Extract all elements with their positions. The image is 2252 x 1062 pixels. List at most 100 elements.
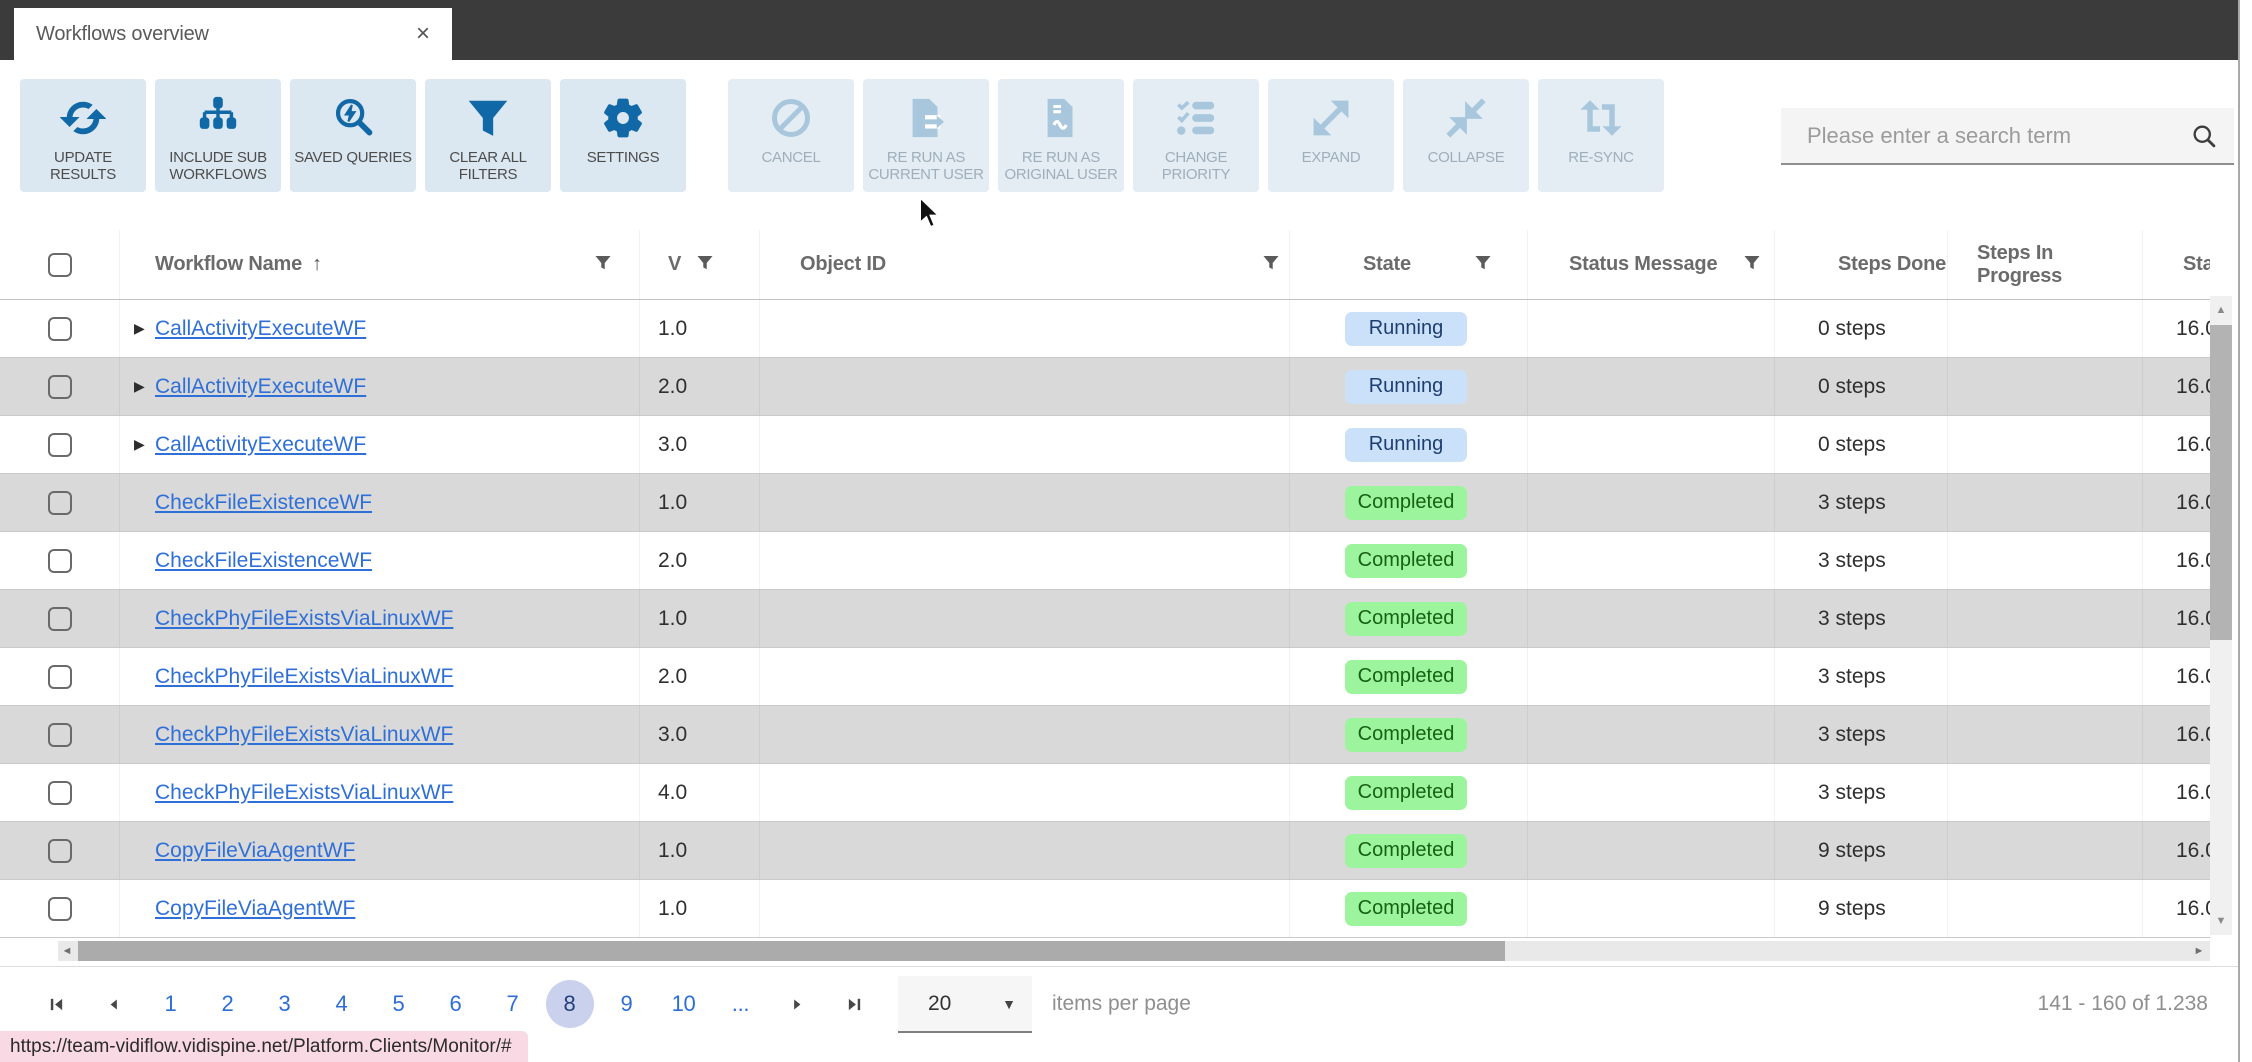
version-cell: 2.0 <box>640 532 760 589</box>
clear-all-filters-button[interactable]: CLEAR ALL FILTERS <box>425 79 551 192</box>
filter-icon[interactable] <box>1744 253 1760 276</box>
row-checkbox[interactable] <box>47 896 72 921</box>
page-button-3[interactable]: 3 <box>278 991 291 1016</box>
settings-button[interactable]: SETTINGS <box>560 79 686 192</box>
rerun-as-current-user-button: RE RUN AS CURRENT USER <box>863 79 989 192</box>
page-button-6[interactable]: 6 <box>449 991 462 1016</box>
version-cell: 4.0 <box>640 764 760 821</box>
steps-done-cell: 9 steps <box>1775 822 1948 879</box>
scroll-left-icon[interactable]: ◄ <box>61 945 73 957</box>
button-label: EXPAND <box>1301 149 1361 166</box>
workflow-link[interactable]: CheckPhyFileExistsViaLinuxWF <box>155 780 454 804</box>
workflow-link[interactable]: CallActivityExecuteWF <box>155 316 367 340</box>
workflow-link[interactable]: CheckPhyFileExistsViaLinuxWF <box>155 664 454 688</box>
vertical-scrollbar[interactable]: ▲ ▼ <box>2210 296 2232 935</box>
column-header-started[interactable]: Started <box>2183 253 2210 275</box>
more-pages-button[interactable]: ... <box>731 991 750 1016</box>
workflow-link[interactable]: CallActivityExecuteWF <box>155 432 367 456</box>
steps-done-cell: 0 steps <box>1775 416 1948 473</box>
filter-icon[interactable] <box>1263 253 1279 276</box>
row-checkbox[interactable] <box>47 490 72 515</box>
expand-row-icon[interactable]: ▶ <box>134 436 145 452</box>
search-input[interactable] <box>1805 121 2190 150</box>
resync-button: RE-SYNC <box>1538 79 1664 192</box>
tab-workflows-overview[interactable]: Workflows overview × <box>14 8 452 60</box>
page-button-2[interactable]: 2 <box>221 991 234 1016</box>
sort-ascending-icon[interactable]: ↑ <box>312 253 322 275</box>
page-button-4[interactable]: 4 <box>335 991 348 1016</box>
column-header-steps-in-progress[interactable]: Steps In Progress <box>1977 241 2063 287</box>
vertical-scrollbar-thumb[interactable] <box>2210 325 2232 640</box>
workflow-link[interactable]: CopyFileViaAgentWF <box>155 838 356 862</box>
steps-done-cell: 3 steps <box>1775 590 1948 647</box>
search-box <box>1781 108 2234 165</box>
started-cell: 16.02 <box>2176 838 2210 862</box>
horizontal-scrollbar-thumb[interactable] <box>78 941 1505 961</box>
filter-icon[interactable] <box>697 253 713 276</box>
scroll-down-icon[interactable]: ▼ <box>2215 915 2227 927</box>
started-cell: 16.02 <box>2176 374 2210 398</box>
page-button-9[interactable]: 9 <box>620 991 633 1016</box>
workflow-link[interactable]: CallActivityExecuteWF <box>155 374 367 398</box>
link-url-statusbar: https://team-vidiflow.vidispine.net/Plat… <box>0 1031 528 1062</box>
filter-icon[interactable] <box>595 253 611 276</box>
workflow-link[interactable]: CopyFileViaAgentWF <box>155 896 356 920</box>
saved-queries-button[interactable]: SAVED QUERIES <box>290 79 416 192</box>
horizontal-scrollbar[interactable]: ◄ ► <box>58 941 2210 961</box>
column-header-status-message[interactable]: Status Message <box>1569 253 1718 275</box>
page-button-10[interactable]: 10 <box>671 991 696 1016</box>
workflow-link[interactable]: CheckPhyFileExistsViaLinuxWF <box>155 606 454 630</box>
row-checkbox[interactable] <box>47 722 72 747</box>
page-button-5[interactable]: 5 <box>392 991 405 1016</box>
row-checkbox[interactable] <box>47 432 72 457</box>
page-button-8-current[interactable]: 8 <box>545 980 594 1028</box>
workflow-link[interactable]: CheckPhyFileExistsViaLinuxWF <box>155 722 454 746</box>
workflow-link[interactable]: CheckFileExistenceWF <box>155 548 373 572</box>
resync-icon <box>1579 92 1623 144</box>
column-header-workflow-name[interactable]: Workflow Name <box>155 253 303 275</box>
steps-done-cell: 3 steps <box>1775 474 1948 531</box>
workflow-link[interactable]: CheckFileExistenceWF <box>155 490 373 514</box>
column-header-steps-done[interactable]: Steps Done <box>1838 253 1947 275</box>
button-label: RE RUN AS CURRENT USER <box>868 149 984 183</box>
row-checkbox[interactable] <box>47 664 72 689</box>
expand-row-icon[interactable]: ▶ <box>134 320 145 336</box>
previous-page-button[interactable] <box>85 980 142 1028</box>
steps-done-cell: 0 steps <box>1775 358 1948 415</box>
column-header-version[interactable]: V <box>668 253 682 275</box>
next-page-button[interactable] <box>769 980 826 1028</box>
row-checkbox[interactable] <box>47 548 72 573</box>
filter-icon[interactable] <box>1475 253 1491 276</box>
refresh-icon <box>60 92 106 144</box>
last-page-button[interactable] <box>826 980 883 1028</box>
select-all-checkbox[interactable] <box>47 252 72 277</box>
button-label: CANCEL <box>761 149 821 166</box>
version-cell: 2.0 <box>640 648 760 705</box>
button-label: UPDATE RESULTS <box>50 149 116 183</box>
row-checkbox[interactable] <box>47 374 72 399</box>
steps-done-cell: 3 steps <box>1775 706 1948 763</box>
started-cell: 16.02 <box>2176 780 2210 804</box>
search-icon[interactable] <box>2190 122 2218 150</box>
status-badge: Completed <box>1345 543 1467 578</box>
include-sub-workflows-button[interactable]: INCLUDE SUB WORKFLOWS <box>155 79 281 192</box>
row-checkbox[interactable] <box>47 838 72 863</box>
first-page-button[interactable] <box>28 980 85 1028</box>
scroll-right-icon[interactable]: ► <box>2193 945 2205 957</box>
row-checkbox[interactable] <box>47 780 72 805</box>
scroll-up-icon[interactable]: ▲ <box>2215 304 2227 316</box>
close-icon[interactable]: × <box>415 20 430 47</box>
update-results-button[interactable]: UPDATE RESULTS <box>20 79 146 192</box>
page-button-1[interactable]: 1 <box>164 991 177 1016</box>
expand-row-icon[interactable]: ▶ <box>134 378 145 394</box>
page-button-7[interactable]: 7 <box>506 991 519 1016</box>
row-checkbox[interactable] <box>47 316 72 341</box>
column-header-state[interactable]: State <box>1363 253 1411 275</box>
items-per-page-select[interactable]: 20 ▼ <box>898 976 1032 1033</box>
version-cell: 1.0 <box>640 474 760 531</box>
pagination-bar: 1 2 3 4 5 6 7 8 9 10 ... 20 ▼ items per … <box>0 966 2238 1041</box>
cancel-icon <box>768 92 814 144</box>
column-header-object-id[interactable]: Object ID <box>800 253 886 275</box>
row-checkbox[interactable] <box>47 606 72 631</box>
status-badge: Running <box>1345 427 1467 462</box>
